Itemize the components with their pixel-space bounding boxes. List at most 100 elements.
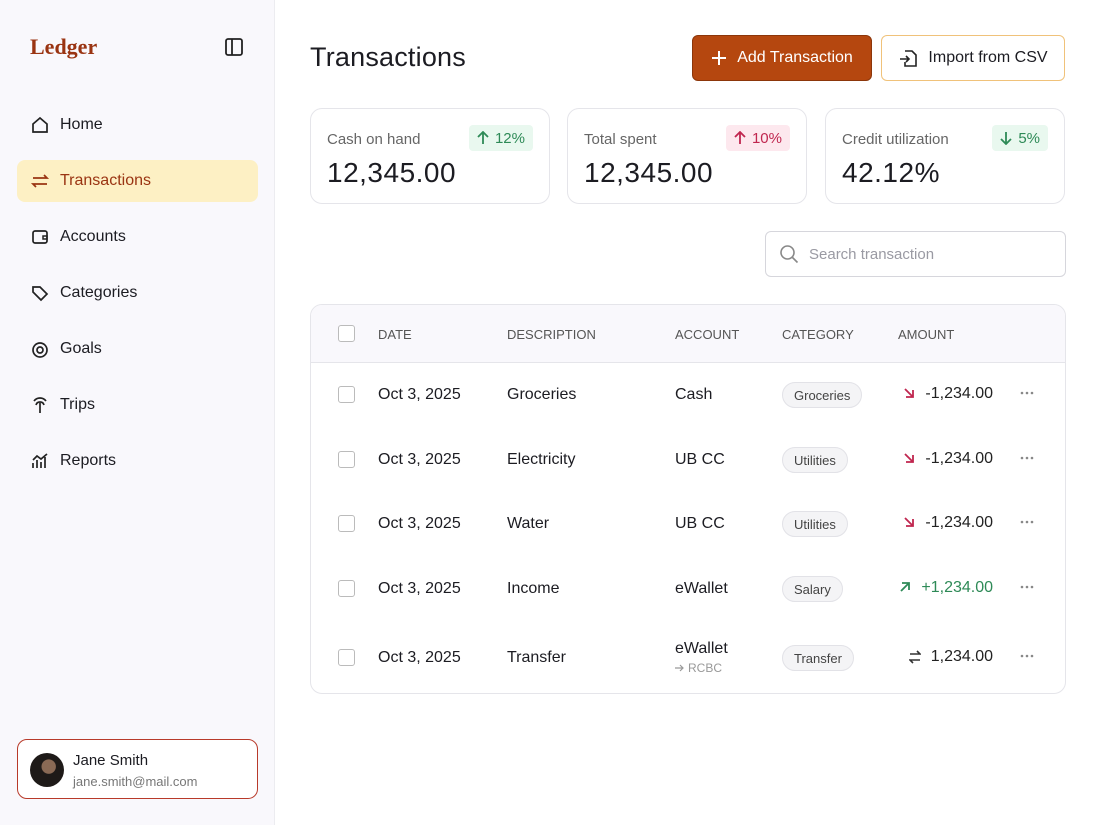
user-name: Jane Smith xyxy=(73,752,149,769)
icon xyxy=(734,131,746,144)
nav-item[interactable]: Goals xyxy=(17,328,258,370)
stat-value: 12,345.00 xyxy=(327,157,457,188)
nav-item[interactable]: Transactions xyxy=(17,160,258,202)
nav-label: Trips xyxy=(60,396,95,413)
stat-value: 12,345.00 xyxy=(584,157,714,188)
description: Water xyxy=(507,515,550,532)
user-card[interactable]: Jane Smith jane.smith@mail.com xyxy=(17,739,258,799)
column-header: ACCOUNT xyxy=(675,327,740,342)
stat-value: 42.12% xyxy=(842,157,940,188)
brand: Ledger xyxy=(30,34,98,59)
nav-label: Reports xyxy=(60,452,117,469)
nav-item[interactable]: Home xyxy=(17,104,258,146)
date: Oct 3, 2025 xyxy=(378,386,461,403)
amount: +1,234.00 xyxy=(899,579,993,597)
checkbox[interactable] xyxy=(338,386,355,403)
stat-card: Cash on hand 12,345.00 12% xyxy=(310,108,550,204)
nav-label: Accounts xyxy=(60,228,126,245)
table-row[interactable]: Oct 3, 2025 Electricity UB CC Utilities -1,2… xyxy=(311,428,1065,492)
icon xyxy=(32,116,48,133)
nav-item[interactable]: Accounts xyxy=(17,216,258,258)
user-email: jane.smith@mail.com xyxy=(73,774,198,789)
amount-icon xyxy=(903,516,915,530)
transactions-table: DATE DESCRIPTION ACCOUNT CATEGORY AMOUNT… xyxy=(310,304,1066,694)
sidebar-toggle[interactable] xyxy=(224,37,244,57)
search-placeholder: Search transaction xyxy=(809,245,935,263)
change-text: 10% xyxy=(751,129,782,147)
date: Oct 3, 2025 xyxy=(378,580,461,597)
row-menu[interactable] xyxy=(1019,381,1035,406)
avatar xyxy=(30,753,64,787)
category-pill: Utilities xyxy=(782,511,848,537)
sidebar: Ledger Home Transactions Accounts Catego… xyxy=(0,0,275,825)
nav-item[interactable]: Reports xyxy=(17,440,258,482)
column-header: DESCRIPTION xyxy=(507,327,596,342)
icon xyxy=(33,397,47,413)
amount-value: 1,234.00 xyxy=(930,648,993,665)
button-label: Add Transaction xyxy=(737,49,853,66)
icon xyxy=(780,245,799,264)
row-menu[interactable] xyxy=(1019,575,1035,600)
description: Income xyxy=(507,580,560,597)
stat-label: Cash on hand xyxy=(327,131,421,148)
page-title: Transactions xyxy=(310,42,466,72)
checkbox[interactable] xyxy=(338,325,355,342)
amount-value: -1,234.00 xyxy=(925,385,993,402)
row-menu[interactable] xyxy=(1019,510,1035,535)
amount: 1,234.00 xyxy=(908,648,993,666)
column-header: DATE xyxy=(378,327,412,342)
amount: -1,234.00 xyxy=(903,450,993,468)
category-pill: Utilities xyxy=(782,447,848,473)
icon xyxy=(900,50,918,67)
stat-change: 12% xyxy=(468,125,533,151)
nav-label: Home xyxy=(60,116,103,133)
nav-label: Categories xyxy=(60,284,138,301)
arrow-icon xyxy=(675,661,684,675)
import-button[interactable]: Import from CSV xyxy=(881,35,1065,81)
date: Oct 3, 2025 xyxy=(378,649,461,666)
date: Oct 3, 2025 xyxy=(378,515,461,532)
row-menu[interactable] xyxy=(1019,644,1035,669)
stat-change: 5% xyxy=(992,125,1048,151)
category-pill: Groceries xyxy=(782,382,863,408)
icon xyxy=(32,286,49,302)
amount: -1,234.00 xyxy=(903,514,993,532)
category-pill: Transfer xyxy=(782,645,854,671)
column-header: AMOUNT xyxy=(898,327,955,342)
button-label: Import from CSV xyxy=(928,49,1048,66)
description: Electricity xyxy=(507,451,576,468)
amount: -1,234.00 xyxy=(903,385,993,403)
change-text: 12% xyxy=(494,129,525,147)
account: UB CC xyxy=(675,515,725,532)
nav-item[interactable]: Trips xyxy=(17,384,258,426)
search-box[interactable]: Search transaction xyxy=(765,231,1066,277)
table-row[interactable]: Oct 3, 2025 Transfer eWallet RCBC Transfer 1,… xyxy=(311,621,1065,693)
checkbox[interactable] xyxy=(338,580,355,597)
row-menu[interactable] xyxy=(1019,446,1035,471)
icon xyxy=(712,51,727,65)
add-button[interactable]: Add Transaction xyxy=(692,35,872,81)
table-row[interactable]: Oct 3, 2025 Groceries Cash Groceries -1,234.… xyxy=(311,363,1065,427)
amount-icon xyxy=(908,650,921,664)
account: eWallet xyxy=(675,640,728,657)
stat-label: Credit utilization xyxy=(842,131,949,148)
checkbox[interactable] xyxy=(338,515,355,532)
date: Oct 3, 2025 xyxy=(378,451,461,468)
account: UB CC xyxy=(675,451,725,468)
checkbox[interactable] xyxy=(338,649,355,666)
amount-icon xyxy=(899,581,911,595)
account-to-name: RCBC xyxy=(688,661,723,675)
amount-value: -1,234.00 xyxy=(925,450,993,467)
table-row[interactable]: Oct 3, 2025 Water UB CC Utilities -1,234.00 xyxy=(311,492,1065,556)
amount-icon xyxy=(903,387,915,401)
icon xyxy=(1000,132,1012,145)
nav-item[interactable]: Categories xyxy=(17,272,258,314)
stat-change: 10% xyxy=(725,125,790,151)
account: Cash xyxy=(675,386,713,403)
column-header: CATEGORY xyxy=(782,327,854,342)
amount-icon xyxy=(903,452,915,466)
table-row[interactable]: Oct 3, 2025 Income eWallet Salary +1,234.00 xyxy=(311,557,1065,621)
account: eWallet xyxy=(675,580,728,597)
checkbox[interactable] xyxy=(338,451,355,468)
